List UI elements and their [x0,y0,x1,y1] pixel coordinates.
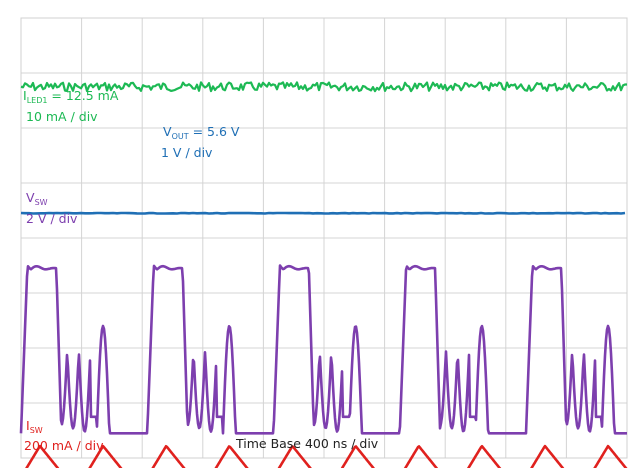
vsw-trace [19,264,628,435]
timebase-label: Time Base 400 ns / div [235,436,379,451]
traces [19,81,628,468]
isw-scale: 200 mA / div [24,438,104,453]
vsw-scale: 2 V / div [26,211,78,226]
plot-frame [20,17,628,459]
isw-label: ISW [26,418,43,435]
vout-label: VOUT = 5.6 V [163,124,240,141]
iled1-label: ILED1 = 12.5 mA [23,88,119,105]
iled1-trace [20,81,627,93]
vout-scale: 1 V / div [161,145,213,160]
vout-trace [20,211,626,215]
vsw-label: VSW [26,190,48,207]
iled1-scale: 10 mA / div [26,109,98,124]
